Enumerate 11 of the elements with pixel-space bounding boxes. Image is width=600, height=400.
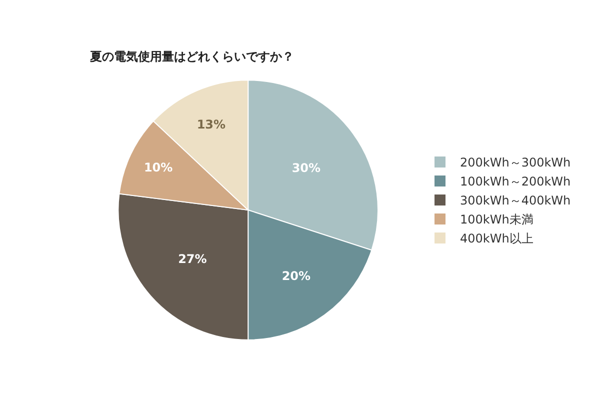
data-label: 30% bbox=[292, 160, 321, 175]
legend-label: 300kWh～400kWh bbox=[460, 194, 571, 208]
data-label: 10% bbox=[144, 160, 173, 175]
legend-label: 200kWh～300kWh bbox=[460, 156, 571, 170]
chart-title: 夏の電気使用量はどれくらいですか？ bbox=[89, 49, 294, 64]
legend-label: 400kWh以上 bbox=[460, 232, 534, 246]
legend-label: 100kWh～200kWh bbox=[460, 174, 571, 189]
legend-label: 100kWh未満 bbox=[460, 212, 534, 227]
data-label: 20% bbox=[282, 269, 311, 284]
data-label: 27% bbox=[178, 252, 207, 266]
data-label: 13% bbox=[196, 118, 226, 132]
